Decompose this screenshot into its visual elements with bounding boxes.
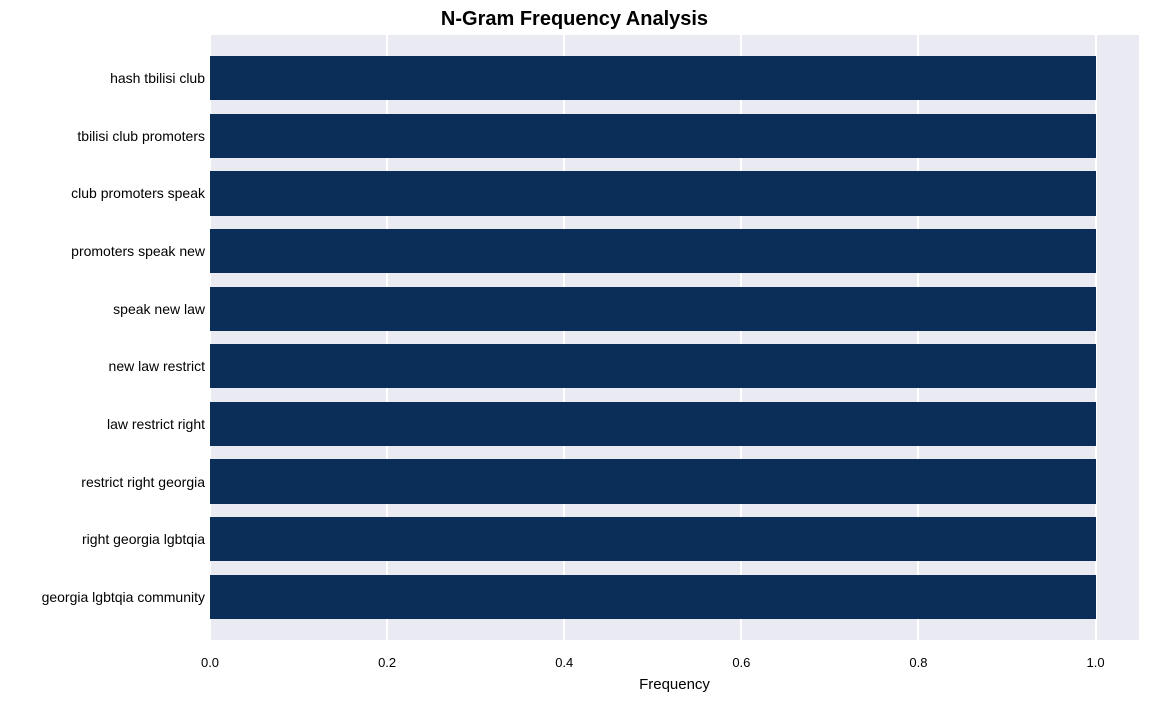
- bar-row: [210, 171, 1139, 215]
- y-tick-label: law restrict right: [107, 416, 205, 432]
- bar-row: [210, 114, 1139, 158]
- bar: [210, 171, 1096, 215]
- y-tick-label: hash tbilisi club: [110, 70, 205, 86]
- bar: [210, 575, 1096, 619]
- bar-row: [210, 402, 1139, 446]
- y-tick-label: restrict right georgia: [81, 474, 205, 490]
- bar-row: [210, 56, 1139, 100]
- x-tick-label: 1.0: [1087, 655, 1105, 670]
- x-tick-label: 0.4: [555, 655, 573, 670]
- ngram-frequency-chart: N-Gram Frequency Analysis hash tbilisi c…: [0, 0, 1149, 701]
- bar-row: [210, 229, 1139, 273]
- y-tick-label: right georgia lgbtqia: [82, 531, 205, 547]
- bar: [210, 287, 1096, 331]
- bar: [210, 344, 1096, 388]
- y-tick-label: tbilisi club promoters: [77, 128, 205, 144]
- bar: [210, 402, 1096, 446]
- plot-area: [210, 35, 1139, 640]
- bars-container: [210, 35, 1139, 640]
- y-tick-label: speak new law: [113, 301, 205, 317]
- bar-row: [210, 344, 1139, 388]
- chart-title: N-Gram Frequency Analysis: [0, 8, 1149, 31]
- bar-row: [210, 575, 1139, 619]
- y-tick-label: promoters speak new: [71, 243, 205, 259]
- bar: [210, 229, 1096, 273]
- y-axis-labels: hash tbilisi club tbilisi club promoters c…: [0, 35, 205, 640]
- bar: [210, 517, 1096, 561]
- x-tick-label: 0.2: [378, 655, 396, 670]
- x-tick-label: 0.6: [732, 655, 750, 670]
- x-tick-label: 0.0: [201, 655, 219, 670]
- bar-row: [210, 287, 1139, 331]
- y-tick-label: new law restrict: [109, 358, 205, 374]
- bar: [210, 56, 1096, 100]
- y-tick-label: club promoters speak: [71, 185, 205, 201]
- bar-row: [210, 517, 1139, 561]
- x-tick-label: 0.8: [909, 655, 927, 670]
- bar-row: [210, 459, 1139, 503]
- x-axis-label: Frequency: [210, 676, 1139, 693]
- bar: [210, 459, 1096, 503]
- bar: [210, 114, 1096, 158]
- y-tick-label: georgia lgbtqia community: [42, 589, 205, 605]
